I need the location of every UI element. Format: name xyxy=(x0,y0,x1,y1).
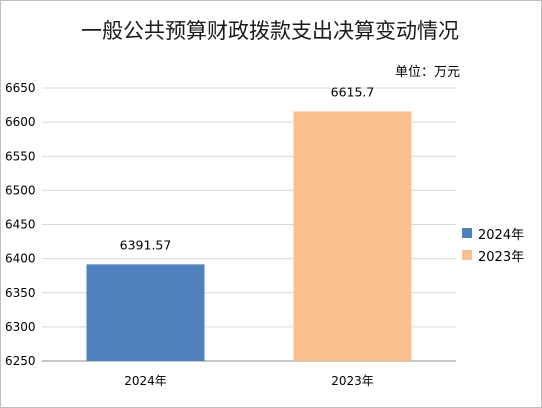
data-label: 6615.7 xyxy=(331,84,375,99)
bar-2024年 xyxy=(86,264,205,361)
x-tick-label: 2023年 xyxy=(331,374,374,388)
y-tick-label: 6350 xyxy=(5,286,36,300)
unit-label: 单位：万元 xyxy=(395,65,461,80)
chart-title: 一般公共预算财政拨款支出决算变动情况 xyxy=(81,19,459,43)
y-tick-label: 6400 xyxy=(5,252,36,266)
y-tick-label: 6250 xyxy=(5,354,36,368)
legend-item-2023: 2023年 xyxy=(462,244,524,266)
legend-label-2024: 2024年 xyxy=(478,227,525,243)
y-tick-label: 6600 xyxy=(5,115,36,129)
legend-swatch-2024 xyxy=(462,228,472,238)
y-tick-label: 6300 xyxy=(5,320,36,334)
y-tick-label: 6650 xyxy=(5,81,36,95)
legend-swatch-2023 xyxy=(462,250,472,260)
x-tick-label: 2024年 xyxy=(124,374,167,388)
y-tick-label: 6500 xyxy=(5,183,36,197)
data-label: 6391.57 xyxy=(120,237,172,252)
bar-2023年 xyxy=(293,111,412,361)
y-tick-label: 6550 xyxy=(5,149,36,163)
legend: 2024年 2023年 xyxy=(462,222,524,266)
y-tick-label: 6450 xyxy=(5,218,36,232)
legend-item-2024: 2024年 xyxy=(462,222,524,244)
legend-label-2023: 2023年 xyxy=(478,249,525,265)
